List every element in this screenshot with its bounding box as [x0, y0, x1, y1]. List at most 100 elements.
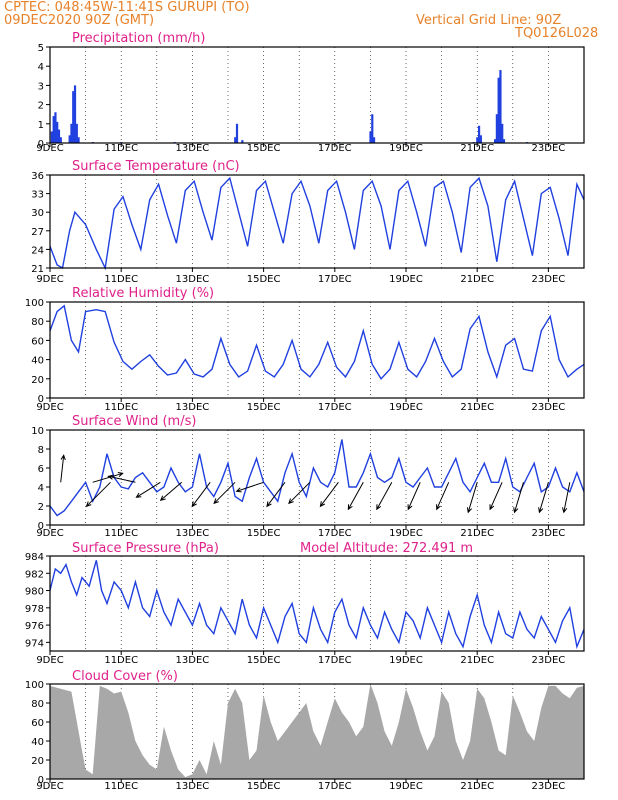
header-station: CPTEC: 048:45W-11:41S GURUPI (TO) [4, 0, 250, 15]
precip-bar [72, 91, 75, 143]
wind-wind-arrow [319, 482, 339, 508]
precip-bar [371, 114, 374, 143]
temp-xtick-label: 21DEC [460, 274, 494, 285]
cloud-xtick-label: 9DEC [36, 781, 63, 792]
temp-ytick-label: 27 [31, 227, 44, 238]
precip-bar [59, 137, 62, 143]
pressure-xtick-label: 13DEC [176, 655, 210, 666]
temp-ytick-label: 30 [31, 208, 44, 219]
temp-ytick-label: 24 [31, 245, 44, 256]
rh-xtick-label: 15DEC [247, 402, 281, 413]
precip-xtick-label: 15DEC [247, 143, 281, 154]
temp-xtick-label: 13DEC [176, 274, 210, 285]
wind-ytick-label: 0 [38, 521, 44, 532]
precip-bar [495, 114, 498, 143]
wind-wind-arrow [60, 454, 66, 483]
wind-wind-arrow [466, 482, 478, 514]
cloud-ytick-label: 60 [31, 718, 44, 729]
wind-series-line [49, 439, 585, 517]
wind-title: Surface Wind (m/s) [72, 414, 196, 429]
header-code: TQ0126L028 [515, 26, 599, 41]
rh-title: Relative Humidity (%) [72, 286, 214, 301]
precip-bar [502, 139, 506, 143]
wind-wind-arrow [235, 481, 264, 493]
wind-wind-arrow [213, 481, 236, 505]
pressure-xtick-label: 19DEC [389, 655, 423, 666]
wind-wind-arrow [191, 482, 211, 508]
rh-ytick-label: 60 [31, 336, 44, 347]
temp-ytick-label: 21 [31, 264, 44, 275]
rh-ytick-label: 40 [31, 356, 44, 367]
precip-title: Precipitation (mm/h) [72, 31, 205, 46]
cloud-ytick-label: 0 [38, 775, 44, 786]
precip-bar [499, 70, 502, 143]
temp-xtick-label: 19DEC [389, 274, 423, 285]
wind-xtick-label: 15DEC [247, 528, 281, 539]
precip-bar [52, 116, 55, 143]
pressure-panel: 974 976 978 980 982 984 9DEC 11DEC 13DEC 15DEC 17D… [25, 541, 585, 666]
temp-panel: 21 24 27 30 33 36 9DEC 11DEC 13DEC 15DEC 17DEC 19DE… [31, 159, 585, 285]
wind-ytick-label: 8 [38, 445, 44, 456]
precip-bar [479, 135, 482, 143]
rh-xtick-label: 9DEC [36, 402, 63, 413]
precip-bar [56, 121, 59, 143]
wind-wind-arrow [92, 472, 124, 483]
precip-frame [49, 46, 585, 144]
precip-xtick-label: 21DEC [460, 143, 494, 154]
precip-bar [234, 137, 237, 143]
precip-bar [494, 139, 497, 143]
precip-bar [476, 137, 479, 143]
precip-bar [54, 112, 57, 143]
wind-wind-arrow [266, 482, 286, 508]
cloud-panel: 0 20 40 60 80 100 9DEC 11DEC 13DEC 15DEC 17DEC 19DE… [25, 669, 585, 792]
temp-xtick-label: 15DEC [247, 274, 281, 285]
precip-xtick-label: 17DEC [318, 143, 352, 154]
precip-ytick-label: 3 [38, 81, 44, 92]
precip-xtick-label: 19DEC [389, 143, 423, 154]
wind-xtick-label: 21DEC [460, 528, 494, 539]
rh-ytick-label: 80 [31, 317, 44, 328]
header-run-time: 09DEC2020 90Z (GMT) [4, 13, 155, 28]
wind-wind-arrow [107, 474, 136, 483]
wind-wind-arrow [347, 482, 364, 511]
wind-ytick-label: 4 [38, 483, 44, 494]
temp-xtick-label: 23DEC [532, 274, 566, 285]
precip-bar [50, 131, 53, 143]
pressure-series-line [49, 560, 585, 650]
wind-wind-arrow [288, 481, 311, 505]
cloud-xtick-label: 13DEC [176, 781, 210, 792]
rh-xtick-label: 21DEC [460, 402, 494, 413]
precip-xtick-label: 11DEC [104, 143, 138, 154]
cloud-xtick-label: 23DEC [532, 781, 566, 792]
wind-wind-arrow [376, 482, 393, 511]
wind-wind-arrow [562, 482, 571, 514]
wind-xtick-label: 9DEC [36, 528, 63, 539]
rh-ytick-label: 100 [25, 298, 44, 309]
pressure-xtick-label: 23DEC [532, 655, 566, 666]
wind-wind-arrow [513, 482, 524, 514]
wind-wind-arrow [159, 481, 183, 502]
wind-ytick-label: 10 [31, 426, 44, 437]
rh-series-line [49, 304, 585, 380]
pressure-xtick-label: 9DEC [36, 655, 63, 666]
wind-wind-arrow [85, 481, 111, 508]
rh-ytick-label: 0 [38, 394, 44, 405]
pressure-ytick-label: 978 [25, 604, 44, 615]
precip-bar [75, 123, 78, 143]
rh-panel: 0 20 40 60 80 100 9DEC 11DEC 13DEC 15DEC 17DEC 19DE… [25, 286, 585, 413]
wind-wind-arrow [407, 482, 421, 511]
cloud-ytick-label: 100 [25, 680, 44, 691]
precip-bar [369, 131, 372, 143]
cloud-xtick-label: 17DEC [318, 781, 352, 792]
temp-ytick-label: 36 [31, 171, 44, 182]
precip-ytick-label: 2 [38, 101, 44, 112]
cloud-frame [49, 683, 585, 780]
wind-frame [49, 429, 585, 526]
temp-title: Surface Temperature (nC) [72, 159, 240, 174]
cloud-ytick-label: 20 [31, 756, 44, 767]
wind-xtick-label: 11DEC [104, 528, 138, 539]
precip-ytick-label: 5 [38, 43, 44, 54]
header-grid-note: Vertical Grid Line: 90Z [416, 13, 562, 28]
wind-ytick-label: 2 [38, 502, 44, 513]
